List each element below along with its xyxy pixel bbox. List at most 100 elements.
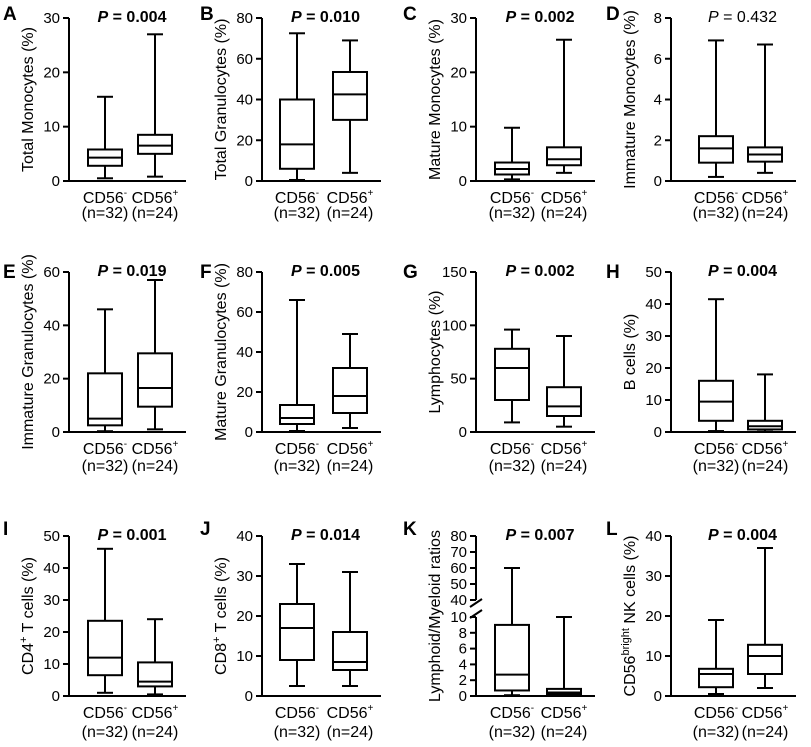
group-count: (n=24)	[541, 458, 588, 475]
p-value: P = 0.004	[708, 527, 777, 544]
y-tick-label: 100	[442, 317, 467, 334]
box-iqr	[279, 603, 315, 661]
group-count: (n=32)	[693, 724, 740, 741]
y-tick-label: 0	[52, 424, 60, 441]
y-tick-label: 6	[654, 51, 662, 68]
box-cd56-negative	[698, 619, 734, 695]
group-label: CD56-	[694, 439, 738, 458]
panel-letter: A	[3, 4, 17, 25]
y-tick-label: 50	[43, 528, 60, 545]
y-tick-label: 6	[459, 641, 467, 658]
box-cd56-positive	[332, 39, 368, 174]
y-tick-label: 40	[236, 92, 253, 109]
group-label: CD56+	[742, 439, 789, 458]
p-value: P = 0.002	[506, 9, 575, 26]
panel-letter: J	[200, 519, 211, 540]
y-tick-label: 0	[654, 424, 662, 441]
y-tick-label: 30	[43, 592, 60, 609]
p-value: P = 0.432	[708, 9, 777, 26]
y-axis-label: Mature Monocytes (%)	[427, 19, 444, 180]
box-iqr	[279, 404, 315, 425]
group-label: CD56-	[694, 188, 738, 207]
group-count: (n=32)	[82, 205, 129, 222]
y-tick-label: 8	[654, 10, 662, 27]
group-count: (n=32)	[82, 724, 129, 741]
y-tick-label: 50	[450, 371, 467, 388]
panel-letter: E	[3, 262, 16, 283]
axis-break-mark	[469, 598, 483, 608]
panel-l: L 0 10 20 30 40 CD56bright NK cells (%) P = 0.0…	[606, 519, 796, 741]
panel-letter: I	[3, 519, 8, 540]
group-label: CD56-	[490, 188, 534, 207]
group-label: CD56-	[275, 703, 319, 722]
y-tick-label: 4	[654, 92, 662, 109]
p-value: P = 0.002	[506, 263, 575, 280]
y-axis-label: CD56bright NK cells (%)	[620, 536, 639, 697]
y-axis-label: CD8+ T cells (%)	[211, 557, 230, 675]
panel-e: E 0 20 40 60 Immature Granulocytes (%) P = 0.0…	[3, 254, 186, 475]
panel-letter: B	[200, 4, 214, 25]
y-tick-label: 4	[459, 656, 467, 673]
box-cd56-positive	[747, 547, 783, 689]
y-tick-label: 10	[43, 656, 60, 673]
y-tick-label: 40	[236, 528, 253, 545]
group-label: CD56+	[541, 439, 588, 458]
y-tick-label: 10	[645, 648, 662, 665]
group-count: (n=24)	[327, 724, 374, 741]
y-axis-label: Total Monocytes (%)	[20, 27, 37, 172]
box-cd56-negative	[279, 299, 315, 432]
y-tick-label: 2	[459, 672, 467, 689]
p-value: P = 0.014	[291, 527, 360, 544]
panel-letter: K	[403, 519, 417, 540]
y-tick-label: 50	[645, 264, 662, 281]
panel-letter: C	[403, 4, 417, 25]
y-tick-label: 20	[236, 384, 253, 401]
y-tick-label: 60	[43, 264, 60, 281]
panel-letter: L	[606, 519, 618, 540]
y-axis-label: B cells (%)	[622, 314, 639, 390]
group-count: (n=32)	[489, 724, 536, 741]
group-label: CD56+	[541, 703, 588, 722]
y-tick-label: 10	[450, 609, 467, 626]
y-tick-label: 70	[450, 544, 467, 561]
group-count: (n=32)	[274, 724, 321, 741]
y-tick-label: 0	[245, 424, 253, 441]
y-tick-label: 20	[450, 64, 467, 81]
y-axis-label: Mature Granulocytes (%)	[213, 263, 230, 441]
p-value: P = 0.004	[98, 9, 167, 26]
y-axis-label: CD4+ T cells (%)	[18, 557, 37, 675]
p-value: P = 0.010	[291, 9, 360, 26]
y-tick-label: 30	[236, 568, 253, 585]
y-tick-label: 0	[459, 424, 467, 441]
group-count: (n=32)	[489, 205, 536, 222]
group-label: CD56-	[694, 703, 738, 722]
group-count: (n=32)	[274, 458, 321, 475]
y-axis-label: Immature Granulocytes (%)	[20, 254, 37, 450]
panel-i: I 0 10 20 30 40 50 CD4+ T cells (%) P = 0.001 CD5…	[3, 519, 186, 741]
p-value: P = 0.007	[506, 527, 575, 544]
box-cd56-negative	[494, 126, 530, 181]
y-tick-label: 10	[236, 648, 253, 665]
group-count: (n=24)	[742, 458, 789, 475]
p-value: P = 0.001	[98, 527, 167, 544]
group-label: CD56+	[132, 703, 179, 722]
box-iqr	[698, 667, 734, 689]
panel-a: A 0 10 20 30 Total Monocytes (%) P = 0.004 CD56…	[3, 4, 186, 222]
y-tick-label: 0	[459, 688, 467, 705]
y-tick-label: 0	[245, 688, 253, 705]
box-iqr	[279, 98, 315, 170]
y-tick-label: 10	[645, 392, 662, 409]
y-tick-label: 0	[52, 173, 60, 190]
group-label: CD56+	[327, 188, 374, 207]
box-cd56-positive	[332, 333, 368, 429]
group-label: CD56-	[490, 439, 534, 458]
group-count: (n=24)	[327, 205, 374, 222]
group-label: CD56+	[742, 703, 789, 722]
group-count: (n=24)	[132, 205, 179, 222]
y-tick-label: 80	[236, 10, 253, 27]
y-tick-label: 0	[245, 173, 253, 190]
y-tick-label: 30	[450, 10, 467, 27]
y-tick-label: 40	[43, 560, 60, 577]
box-cd56-positive	[747, 43, 783, 174]
